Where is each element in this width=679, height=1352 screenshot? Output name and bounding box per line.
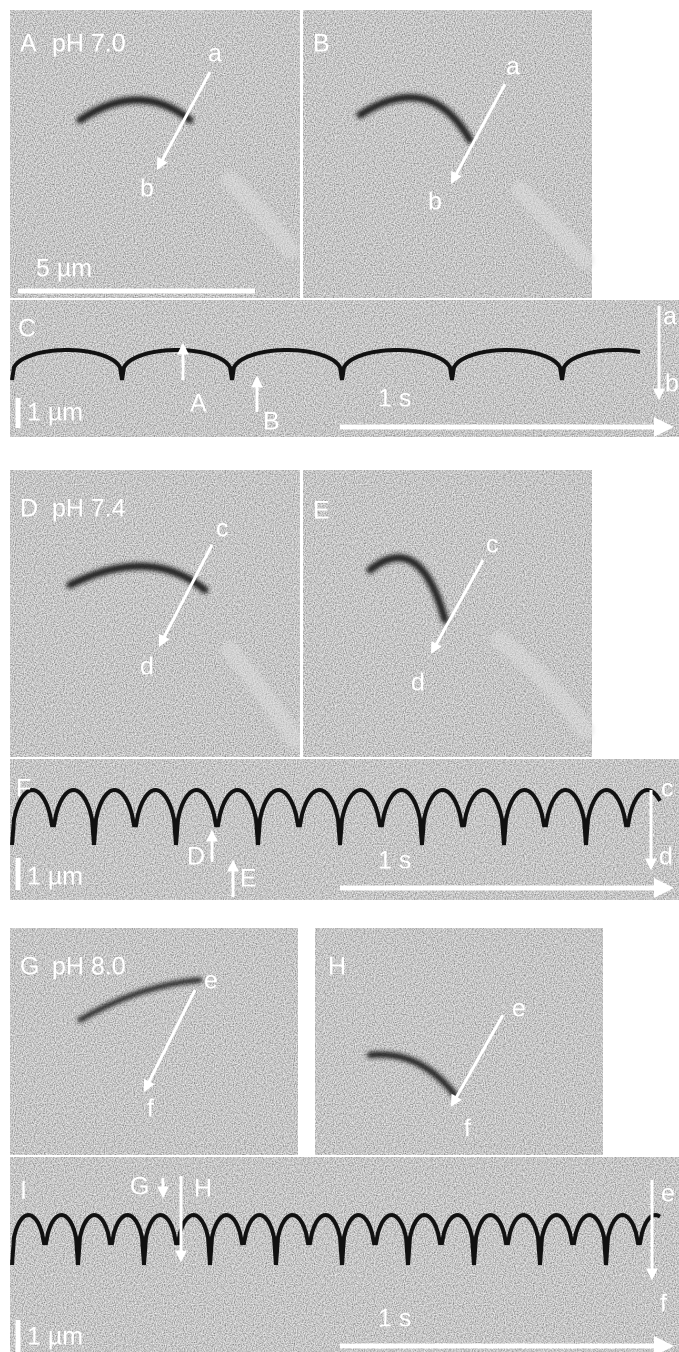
point-label: b bbox=[428, 188, 442, 216]
image-panels bbox=[10, 10, 679, 1352]
kymograph bbox=[10, 759, 679, 900]
image bbox=[303, 10, 592, 298]
image bbox=[315, 928, 603, 1155]
panel-label: A bbox=[20, 30, 37, 58]
panel-label: F bbox=[16, 775, 31, 803]
point-label: d bbox=[140, 653, 154, 681]
marker-label: G bbox=[130, 1173, 149, 1201]
point-label: a bbox=[506, 53, 520, 81]
point-label: b bbox=[665, 370, 679, 398]
point-label: f bbox=[660, 1290, 667, 1318]
marker-label: B bbox=[263, 408, 280, 436]
point-label: f bbox=[464, 1115, 471, 1143]
marker-label: E bbox=[240, 865, 257, 893]
point-label: c bbox=[216, 515, 229, 543]
point-label: c bbox=[661, 775, 674, 803]
point-label: b bbox=[140, 175, 154, 203]
point-label: e bbox=[204, 967, 218, 995]
scale-label: 1 µm bbox=[27, 863, 83, 891]
condition: pH 7.0 bbox=[52, 30, 126, 58]
time-label: 1 s bbox=[378, 385, 411, 413]
scale-label: 1 µm bbox=[27, 399, 83, 427]
marker-label: A bbox=[190, 390, 207, 418]
scale-label: 5 µm bbox=[36, 255, 92, 283]
point-label: a bbox=[208, 40, 222, 68]
panel-label: E bbox=[313, 497, 330, 525]
condition: pH 8.0 bbox=[52, 953, 126, 981]
scale-label: 1 µm bbox=[27, 1323, 83, 1351]
panel-label: B bbox=[313, 30, 330, 58]
point-label: d bbox=[659, 843, 673, 871]
figure: A pH 7.0 a b 5 µm B a b C A B a b 1 µm 1… bbox=[0, 0, 679, 1352]
point-label: c bbox=[486, 531, 499, 559]
point-label: d bbox=[411, 669, 425, 697]
panel-label: I bbox=[20, 1177, 27, 1205]
point-label: e bbox=[512, 995, 526, 1023]
image bbox=[303, 470, 592, 757]
time-label: 1 s bbox=[378, 847, 411, 875]
time-label: 1 s bbox=[378, 1305, 411, 1333]
condition: pH 7.4 bbox=[52, 495, 126, 523]
marker-label: D bbox=[187, 843, 205, 871]
point-label: e bbox=[661, 1180, 675, 1208]
panel-label: G bbox=[20, 953, 39, 981]
marker-label: H bbox=[194, 1175, 212, 1203]
panel-label: H bbox=[328, 953, 346, 981]
panel-label: C bbox=[18, 315, 36, 343]
point-label: f bbox=[147, 1095, 154, 1123]
panel-label: D bbox=[20, 495, 38, 523]
point-label: a bbox=[663, 303, 677, 331]
